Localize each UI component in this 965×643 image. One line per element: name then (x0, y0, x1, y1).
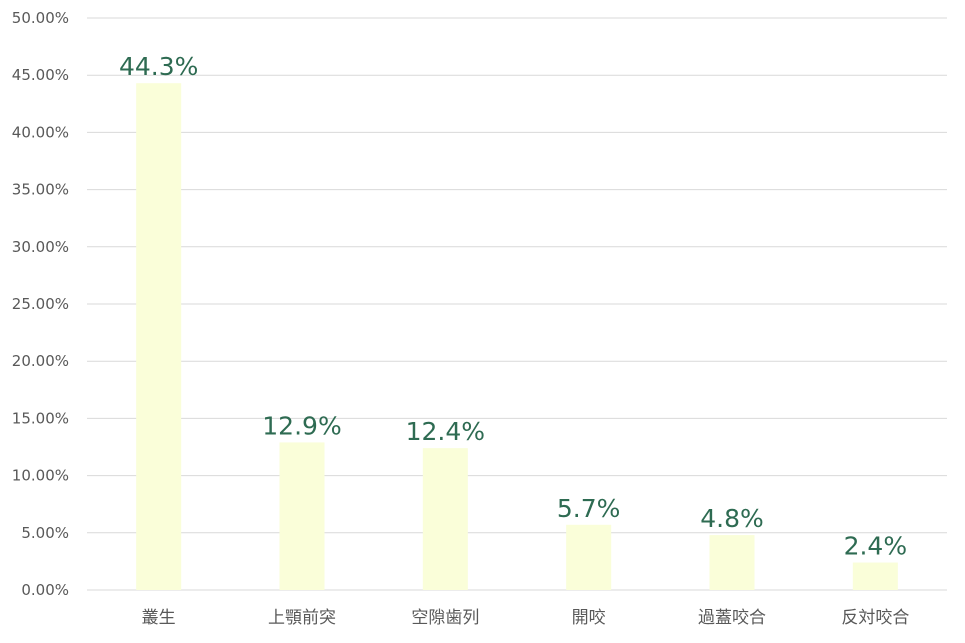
y-axis-tick-labels: 0.00% 5.00% 10.00% 15.00% 20.00% 25.00% 30.00%… (12, 9, 69, 599)
y-tick-label: 5.00% (21, 524, 69, 542)
y-tick-label: 20.00% (12, 352, 69, 370)
bar (279, 442, 325, 590)
bar (566, 524, 612, 590)
y-tick-label: 40.00% (12, 123, 69, 141)
gridlines (87, 17, 947, 591)
x-tick-label: 過蓋咬合 (698, 608, 766, 628)
y-tick-label: 10.00% (12, 467, 69, 485)
x-tick-label: 開咬 (572, 608, 606, 628)
y-tick-label: 35.00% (12, 181, 69, 199)
data-labels: 44.3% 12.9% 12.4% 5.7% 4.8% 2.4% (119, 52, 907, 560)
bar (852, 562, 898, 590)
x-tick-label: 空隙歯列 (411, 608, 479, 628)
y-tick-label: 15.00% (12, 409, 69, 427)
bar (422, 448, 468, 590)
x-axis-tick-labels: 叢生 上顎前突 空隙歯列 開咬 過蓋咬合 反対咬合 (142, 608, 910, 628)
x-tick-label: 上顎前突 (268, 608, 336, 628)
bars (136, 83, 898, 590)
y-tick-label: 0.00% (21, 581, 69, 599)
x-tick-label: 反対咬合 (841, 608, 909, 628)
y-tick-label: 45.00% (12, 66, 69, 84)
data-label: 44.3% (119, 52, 198, 81)
y-tick-label: 25.00% (12, 295, 69, 313)
data-label: 12.9% (262, 411, 341, 440)
y-tick-label: 50.00% (12, 9, 69, 27)
data-label: 2.4% (844, 532, 908, 561)
data-label: 5.7% (557, 494, 621, 523)
bar (709, 535, 755, 590)
x-tick-label: 叢生 (142, 608, 176, 628)
y-tick-label: 30.00% (12, 238, 69, 256)
data-label: 12.4% (406, 417, 485, 446)
bar (136, 83, 182, 590)
data-label: 4.8% (700, 504, 764, 533)
